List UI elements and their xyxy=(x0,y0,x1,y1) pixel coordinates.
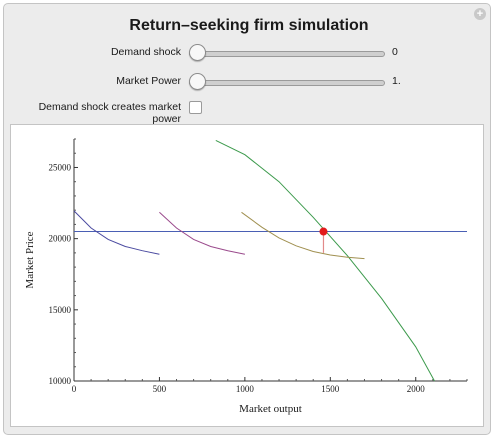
series-line-5 xyxy=(241,211,365,260)
series-layer xyxy=(73,139,467,382)
marker-layer xyxy=(319,227,328,253)
y-tick-label: 15000 xyxy=(49,305,72,315)
x-tick-label: 1000 xyxy=(236,384,255,394)
demand-shock-slider[interactable] xyxy=(189,44,385,62)
x-tick-label: 500 xyxy=(153,384,167,394)
slider-track[interactable] xyxy=(189,80,385,86)
market-power-slider[interactable] xyxy=(189,73,385,91)
series-line-3 xyxy=(73,210,160,255)
chart: 0 500 1000 1500 2000 10000 15000 20000 25000 Mar… xyxy=(24,138,468,415)
checkbox-label: Demand shock creates market power xyxy=(38,101,181,125)
series-line-4 xyxy=(159,211,246,255)
market-power-checkbox[interactable] xyxy=(189,101,202,114)
series-line-2 xyxy=(215,139,435,382)
market-power-label: Market Power xyxy=(116,75,181,87)
x-tick-label: 2000 xyxy=(407,384,426,394)
x-tick-label: 1500 xyxy=(321,384,340,394)
market-power-value: 1. xyxy=(392,75,401,87)
x-axis-label: Market output xyxy=(239,403,302,415)
y-tick-label: 25000 xyxy=(49,162,72,172)
slider-track[interactable] xyxy=(189,51,385,57)
slider-thumb[interactable] xyxy=(189,73,206,90)
slider-thumb[interactable] xyxy=(189,44,206,61)
plot-area: 0 500 1000 1500 2000 10000 15000 20000 25000 Mar… xyxy=(10,124,484,427)
y-tick-label: 10000 xyxy=(49,376,72,386)
plus-circle-icon[interactable]: + xyxy=(474,8,486,20)
x-tick-label: 0 xyxy=(72,384,77,394)
y-axis-label: Market Price xyxy=(24,231,36,288)
demand-shock-value: 0 xyxy=(392,46,398,58)
equilibrium-point xyxy=(319,227,328,236)
page-title: Return–seeking firm simulation xyxy=(129,17,369,34)
axis-ticks: 0 500 1000 1500 2000 10000 15000 20000 25000 xyxy=(49,138,468,394)
axes xyxy=(73,139,467,382)
demand-shock-label: Demand shock xyxy=(110,46,181,58)
y-tick-label: 20000 xyxy=(49,234,72,244)
